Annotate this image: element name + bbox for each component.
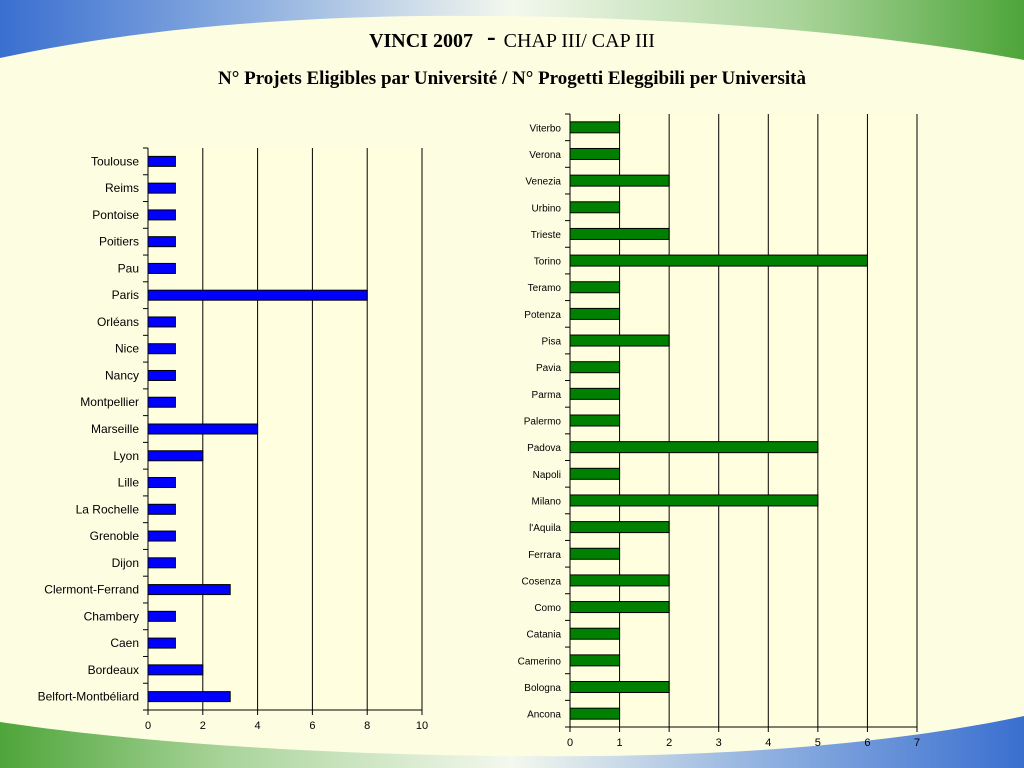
it-category-label: l'Aquila bbox=[529, 523, 561, 534]
it-bar-trieste bbox=[569, 227, 670, 240]
title-sub: CHAP III/ CAP III bbox=[503, 30, 655, 52]
fr-category-label: Bordeaux bbox=[88, 663, 139, 677]
fr-category-label: Orléans bbox=[97, 315, 139, 329]
it-plot-area bbox=[570, 114, 917, 727]
it-category-label: Bologna bbox=[524, 683, 561, 694]
it-category-label: Teramo bbox=[528, 283, 562, 294]
fr-x-tick-label: 4 bbox=[255, 720, 261, 732]
it-category-label: Urbino bbox=[532, 203, 562, 214]
fr-category-label: Nice bbox=[115, 342, 139, 356]
it-bar-torino bbox=[569, 254, 868, 267]
it-bar-padova bbox=[569, 441, 819, 454]
fr-category-label: Lille bbox=[118, 476, 140, 490]
it-bar-teramo bbox=[569, 281, 621, 294]
fr-category-label: Clermont-Ferrand bbox=[44, 583, 139, 597]
it-category-label: Verona bbox=[529, 150, 561, 161]
fr-x-tick-label: 6 bbox=[309, 720, 315, 732]
it-category-label: Padova bbox=[527, 443, 561, 454]
fr-category-label: Nancy bbox=[105, 368, 139, 382]
it-x-tick-label: 3 bbox=[716, 737, 722, 749]
it-bar-palermo bbox=[569, 414, 621, 427]
it-category-label: Camerino bbox=[518, 656, 562, 667]
title-dash: - bbox=[486, 22, 496, 51]
it-bar-viterbo bbox=[569, 121, 621, 134]
fr-category-label: Pau bbox=[118, 261, 139, 275]
it-bar-urbino bbox=[569, 201, 621, 214]
it-category-label: Pavia bbox=[536, 363, 561, 374]
it-category-label: Ferrara bbox=[528, 550, 561, 561]
fr-category-label: Dijon bbox=[112, 556, 139, 570]
slide-title: VINCI 2007- CHAP III/ CAP III bbox=[0, 22, 1024, 54]
fr-x-tick-label: 10 bbox=[416, 720, 428, 732]
it-category-label: Trieste bbox=[531, 230, 562, 241]
it-bar-venezia bbox=[569, 174, 670, 187]
it-category-label: Palermo bbox=[524, 417, 562, 428]
it-category-label: Cosenza bbox=[522, 576, 562, 587]
it-bar-potenza bbox=[569, 307, 621, 320]
it-category-label: Potenza bbox=[524, 310, 561, 321]
it-bar-pavia bbox=[569, 361, 621, 374]
it-bar-napoli bbox=[569, 467, 621, 480]
it-bar-ferrara bbox=[569, 547, 621, 560]
slide-subtitle: N° Projets Eligibles par Université / N°… bbox=[218, 68, 806, 89]
it-category-label: Como bbox=[534, 603, 561, 614]
it-category-label: Torino bbox=[534, 257, 562, 268]
it-x-tick-label: 1 bbox=[617, 737, 623, 749]
fr-category-label: Toulouse bbox=[91, 154, 139, 168]
fr-category-label: Chambery bbox=[84, 609, 139, 623]
fr-category-label: Poitiers bbox=[99, 235, 139, 249]
it-x-tick-label: 2 bbox=[666, 737, 672, 749]
it-x-tick-label: 6 bbox=[864, 737, 870, 749]
title-main: VINCI 2007 bbox=[369, 30, 473, 52]
it-x-tick-label: 4 bbox=[765, 737, 771, 749]
it-x-tick-label: 0 bbox=[567, 737, 573, 749]
it-bar-bologna bbox=[569, 681, 670, 694]
it-bar-l-aquila bbox=[569, 521, 670, 534]
it-bar-como bbox=[569, 601, 670, 614]
fr-x-tick-label: 0 bbox=[145, 720, 151, 732]
it-bar-milano bbox=[569, 494, 819, 507]
fr-category-label: Caen bbox=[110, 636, 139, 650]
it-bar-camerino bbox=[569, 654, 621, 667]
fr-x-tick-label: 2 bbox=[200, 720, 206, 732]
it-bar-parma bbox=[569, 387, 621, 400]
fr-category-label: Belfort-Montbéliard bbox=[38, 690, 139, 704]
it-bar-pisa bbox=[569, 334, 670, 347]
fr-category-label: Lyon bbox=[113, 449, 139, 463]
fr-category-label: Grenoble bbox=[90, 529, 140, 543]
fr-category-label: Paris bbox=[112, 288, 139, 302]
it-category-label: Catania bbox=[527, 630, 562, 641]
fr-category-label: Montpellier bbox=[80, 395, 139, 409]
fr-category-label: Reims bbox=[105, 181, 139, 195]
top-banner bbox=[0, 0, 1024, 60]
it-x-tick-label: 5 bbox=[815, 737, 821, 749]
it-category-label: Ancona bbox=[527, 710, 561, 721]
it-x-tick-label: 7 bbox=[914, 737, 920, 749]
it-category-label: Milano bbox=[532, 496, 562, 507]
it-category-label: Napoli bbox=[533, 470, 561, 481]
it-bar-catania bbox=[569, 627, 621, 640]
it-category-label: Viterbo bbox=[529, 123, 561, 134]
it-bar-ancona bbox=[569, 707, 621, 720]
it-bar-cosenza bbox=[569, 574, 670, 587]
it-category-label: Parma bbox=[532, 390, 562, 401]
fr-category-label: Pontoise bbox=[92, 208, 139, 222]
it-bar-verona bbox=[569, 147, 621, 160]
fr-category-label: Marseille bbox=[91, 422, 139, 436]
it-category-label: Pisa bbox=[542, 337, 562, 348]
it-category-label: Venezia bbox=[525, 177, 561, 188]
fr-x-tick-label: 8 bbox=[364, 720, 370, 732]
fr-category-label: La Rochelle bbox=[76, 502, 140, 516]
